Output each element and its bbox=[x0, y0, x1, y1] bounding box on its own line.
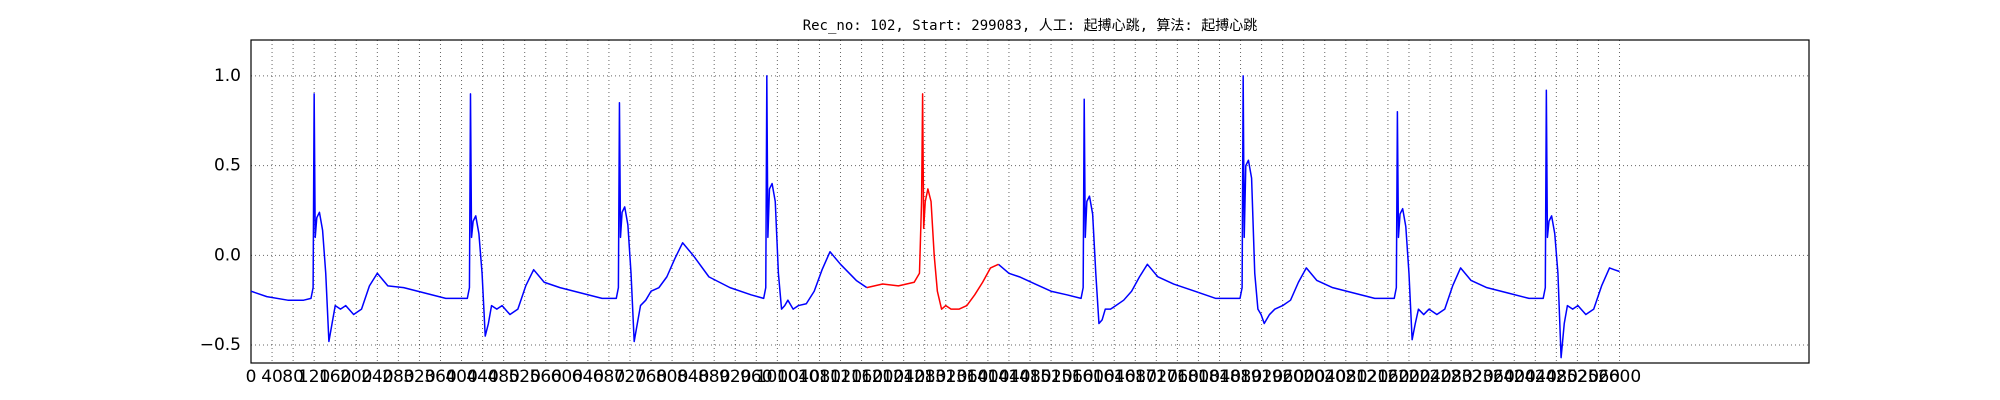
x-tick-label: 480 bbox=[487, 367, 519, 387]
x-tick-label: 1520 bbox=[1029, 367, 1072, 387]
x-tick-label: 1440 bbox=[987, 367, 1030, 387]
x-tick-label: 1760 bbox=[1156, 367, 1199, 387]
x-tick-label: 1240 bbox=[882, 367, 925, 387]
x-tick-label: 440 bbox=[466, 367, 498, 387]
x-tick-label: 0 bbox=[246, 367, 257, 387]
x-tick-label: 2320 bbox=[1451, 367, 1494, 387]
x-tick-label: 160 bbox=[319, 367, 351, 387]
x-tick-label: 2480 bbox=[1535, 367, 1578, 387]
signal-line bbox=[250, 75, 1620, 359]
x-tick-label: 1880 bbox=[1219, 367, 1262, 387]
x-tick-label: 1120 bbox=[819, 367, 862, 387]
x-tick-label: 1800 bbox=[1177, 367, 1220, 387]
x-tick-label: 2080 bbox=[1324, 367, 1367, 387]
x-tick-label: 1600 bbox=[1072, 367, 1115, 387]
x-tick-label: 520 bbox=[508, 367, 540, 387]
x-tick-label: 1200 bbox=[861, 367, 904, 387]
x-tick-label: 1160 bbox=[840, 367, 883, 387]
x-tick-label: 1920 bbox=[1240, 367, 1283, 387]
x-tick-label: 920 bbox=[719, 367, 751, 387]
x-tick-label: 2600 bbox=[1598, 367, 1641, 387]
x-tick-label: 560 bbox=[530, 367, 562, 387]
x-tick-label: 2280 bbox=[1429, 367, 1472, 387]
x-tick-label: 80 bbox=[282, 367, 304, 387]
y-tick-label: 0.0 bbox=[214, 245, 241, 265]
x-tick-label: 2440 bbox=[1514, 367, 1557, 387]
x-tick-label: 2000 bbox=[1282, 367, 1325, 387]
x-tick-label: 1480 bbox=[1008, 367, 1051, 387]
x-tick-label: 800 bbox=[656, 367, 688, 387]
x-tick-label: 2520 bbox=[1556, 367, 1599, 387]
signal-line bbox=[866, 93, 999, 310]
x-tick-label: 280 bbox=[382, 367, 414, 387]
x-tick-label: 960 bbox=[740, 367, 772, 387]
x-tick-label: 40 bbox=[261, 367, 283, 387]
y-tick-label: 1.0 bbox=[214, 66, 241, 86]
x-tick-label: 1320 bbox=[924, 367, 967, 387]
x-tick-label: 760 bbox=[635, 367, 667, 387]
x-tick-label: 240 bbox=[361, 367, 393, 387]
x-tick-label: 1400 bbox=[966, 367, 1009, 387]
y-tick-label: −0.5 bbox=[200, 335, 241, 355]
x-tick-label: 880 bbox=[698, 367, 730, 387]
x-tick-label: 1000 bbox=[756, 367, 799, 387]
x-tick-label: 2040 bbox=[1303, 367, 1346, 387]
x-tick-label: 400 bbox=[445, 367, 477, 387]
x-tick-label: 1960 bbox=[1261, 367, 1304, 387]
x-tick-label: 2120 bbox=[1345, 367, 1388, 387]
x-tick-label: 2400 bbox=[1493, 367, 1536, 387]
x-tick-label: 2240 bbox=[1408, 367, 1451, 387]
x-tick-label: 200 bbox=[340, 367, 372, 387]
x-tick-label: 1640 bbox=[1093, 367, 1136, 387]
x-tick-label: 1840 bbox=[1198, 367, 1241, 387]
x-tick-label: 2200 bbox=[1387, 367, 1430, 387]
x-tick-label: 2360 bbox=[1472, 367, 1515, 387]
x-tick-label: 1720 bbox=[1135, 367, 1178, 387]
x-tick-label: 1040 bbox=[777, 367, 820, 387]
x-tick-label: 1280 bbox=[903, 367, 946, 387]
x-tick-label: 2560 bbox=[1577, 367, 1620, 387]
x-tick-label: 2160 bbox=[1366, 367, 1409, 387]
x-tick-label: 360 bbox=[424, 367, 456, 387]
x-tick-label: 680 bbox=[593, 367, 625, 387]
x-tick-label: 1560 bbox=[1050, 367, 1093, 387]
x-tick-label: 640 bbox=[572, 367, 604, 387]
x-tick-label: 320 bbox=[403, 367, 435, 387]
x-tick-label: 1080 bbox=[798, 367, 841, 387]
x-tick-label: 120 bbox=[298, 367, 330, 387]
x-tick-label: 1360 bbox=[945, 367, 988, 387]
chart-title: Rec_no: 102, Start: 299083, 人工: 起搏心跳, 算法… bbox=[803, 17, 1258, 34]
x-tick-label: 600 bbox=[551, 367, 583, 387]
x-tick-label: 720 bbox=[614, 367, 646, 387]
x-tick-label: 840 bbox=[677, 367, 709, 387]
x-tick-label: 1680 bbox=[1114, 367, 1157, 387]
y-tick-label: 0.5 bbox=[214, 156, 241, 176]
